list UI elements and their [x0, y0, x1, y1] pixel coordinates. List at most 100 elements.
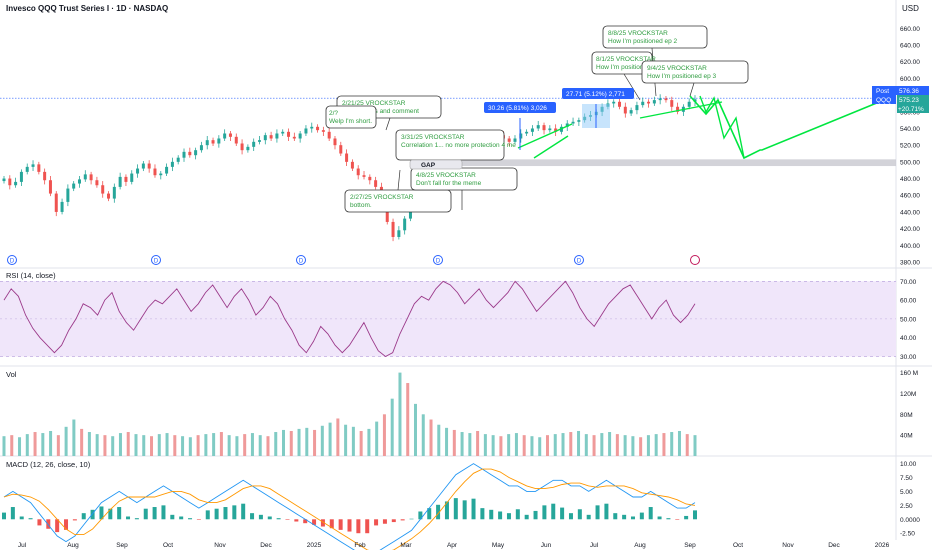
candle[interactable] — [130, 173, 134, 182]
macd-histogram-bar[interactable] — [622, 514, 627, 520]
volume-bar[interactable] — [553, 434, 557, 456]
volume-bar[interactable] — [289, 430, 293, 456]
candle[interactable] — [513, 138, 517, 142]
candle[interactable] — [112, 186, 116, 199]
volume-bar[interactable] — [297, 428, 301, 456]
candle[interactable] — [374, 180, 378, 187]
candle[interactable] — [629, 110, 633, 114]
macd-histogram-bar[interactable] — [55, 519, 60, 533]
macd-histogram-bar[interactable] — [374, 519, 379, 526]
candle[interactable] — [292, 136, 296, 139]
candle[interactable] — [298, 133, 302, 139]
volume-bar[interactable] — [584, 434, 588, 456]
macd-histogram-bar[interactable] — [179, 516, 184, 520]
macd-histogram-bar[interactable] — [444, 501, 449, 520]
candle[interactable] — [647, 101, 651, 104]
candle[interactable] — [199, 145, 203, 151]
macd-histogram-bar[interactable] — [577, 509, 582, 520]
volume-bar[interactable] — [157, 434, 161, 456]
macd-histogram-bar[interactable] — [648, 507, 653, 520]
macd-histogram-bar[interactable] — [81, 513, 86, 520]
event-marker[interactable] — [7, 255, 17, 265]
candle[interactable] — [89, 174, 93, 181]
candle[interactable] — [124, 176, 128, 182]
candle[interactable] — [519, 133, 523, 139]
event-marker[interactable] — [574, 255, 584, 265]
candle[interactable] — [652, 100, 656, 104]
volume-bar[interactable] — [80, 428, 84, 456]
macd-histogram-bar[interactable] — [436, 504, 441, 520]
volume-bar[interactable] — [398, 372, 402, 456]
candle[interactable] — [612, 101, 616, 104]
candle[interactable] — [263, 135, 267, 141]
macd-histogram-bar[interactable] — [338, 519, 343, 530]
volume-bar[interactable] — [320, 425, 324, 456]
candle[interactable] — [136, 168, 140, 174]
candle[interactable] — [345, 153, 349, 162]
macd-histogram-bar[interactable] — [241, 503, 246, 520]
macd-histogram-bar[interactable] — [533, 510, 538, 520]
candle[interactable] — [2, 178, 6, 182]
volume-bar[interactable] — [646, 435, 650, 456]
macd-histogram-bar[interactable] — [152, 507, 157, 520]
macd-panel[interactable] — [2, 463, 697, 550]
macd-histogram-bar[interactable] — [418, 511, 423, 520]
candle[interactable] — [37, 164, 41, 172]
annotation-3[interactable]: 3/31/25 VROCKSTAR Correlation 1... no mo… — [395, 129, 516, 161]
projection-line[interactable] — [689, 95, 885, 160]
candle[interactable] — [571, 121, 575, 124]
macd-histogram-bar[interactable] — [604, 503, 609, 520]
macd-histogram-bar[interactable] — [630, 516, 635, 520]
candle[interactable] — [618, 101, 622, 107]
macd-histogram-bar[interactable] — [391, 519, 396, 523]
candle[interactable] — [542, 125, 546, 131]
candle[interactable] — [333, 138, 337, 146]
volume-bar[interactable] — [219, 432, 223, 456]
candle[interactable] — [350, 161, 354, 169]
macd-histogram-bar[interactable] — [639, 512, 644, 520]
macd-line[interactable] — [3, 463, 696, 550]
volume-bar[interactable] — [103, 435, 107, 456]
candle[interactable] — [228, 133, 232, 137]
macd-histogram-bar[interactable] — [551, 503, 556, 520]
rsi-panel[interactable] — [0, 280, 896, 358]
candle[interactable] — [25, 166, 29, 172]
macd-histogram-bar[interactable] — [99, 506, 104, 520]
macd-histogram-bar[interactable] — [258, 514, 263, 520]
volume-bar[interactable] — [282, 429, 286, 456]
candle[interactable] — [507, 138, 511, 142]
macd-histogram-bar[interactable] — [134, 518, 139, 520]
volume-bar[interactable] — [468, 433, 472, 456]
channel-lower[interactable] — [533, 135, 569, 159]
volume-bar[interactable] — [111, 436, 115, 456]
candle[interactable] — [687, 101, 691, 107]
volume-bar[interactable] — [204, 434, 208, 456]
candle[interactable] — [118, 176, 122, 187]
volume-bar[interactable] — [577, 430, 581, 456]
candle[interactable] — [107, 193, 111, 199]
volume-bar[interactable] — [639, 437, 643, 456]
candle[interactable] — [368, 176, 372, 181]
macd-histogram-bar[interactable] — [72, 519, 77, 521]
candle[interactable] — [356, 168, 360, 176]
candle[interactable] — [14, 181, 18, 186]
volume-bar[interactable] — [514, 433, 518, 456]
macd-histogram-bar[interactable] — [462, 500, 467, 520]
candle[interactable] — [641, 101, 645, 106]
macd-histogram-bar[interactable] — [568, 513, 573, 520]
macd-histogram-bar[interactable] — [498, 511, 503, 520]
volume-bar[interactable] — [693, 435, 697, 456]
candle[interactable] — [83, 174, 87, 180]
macd-histogram-bar[interactable] — [90, 509, 95, 520]
volume-bar[interactable] — [460, 432, 464, 456]
volume-bar[interactable] — [406, 383, 410, 456]
volume-bar[interactable] — [250, 433, 254, 456]
volume-bar[interactable] — [608, 432, 612, 456]
macd-histogram-bar[interactable] — [214, 508, 219, 520]
macd-histogram-bar[interactable] — [303, 519, 308, 524]
candle[interactable] — [257, 140, 261, 142]
volume-bar[interactable] — [491, 435, 495, 456]
channel-upper[interactable] — [517, 123, 573, 149]
volume-bar[interactable] — [445, 427, 449, 456]
volume-bar[interactable] — [235, 436, 239, 456]
